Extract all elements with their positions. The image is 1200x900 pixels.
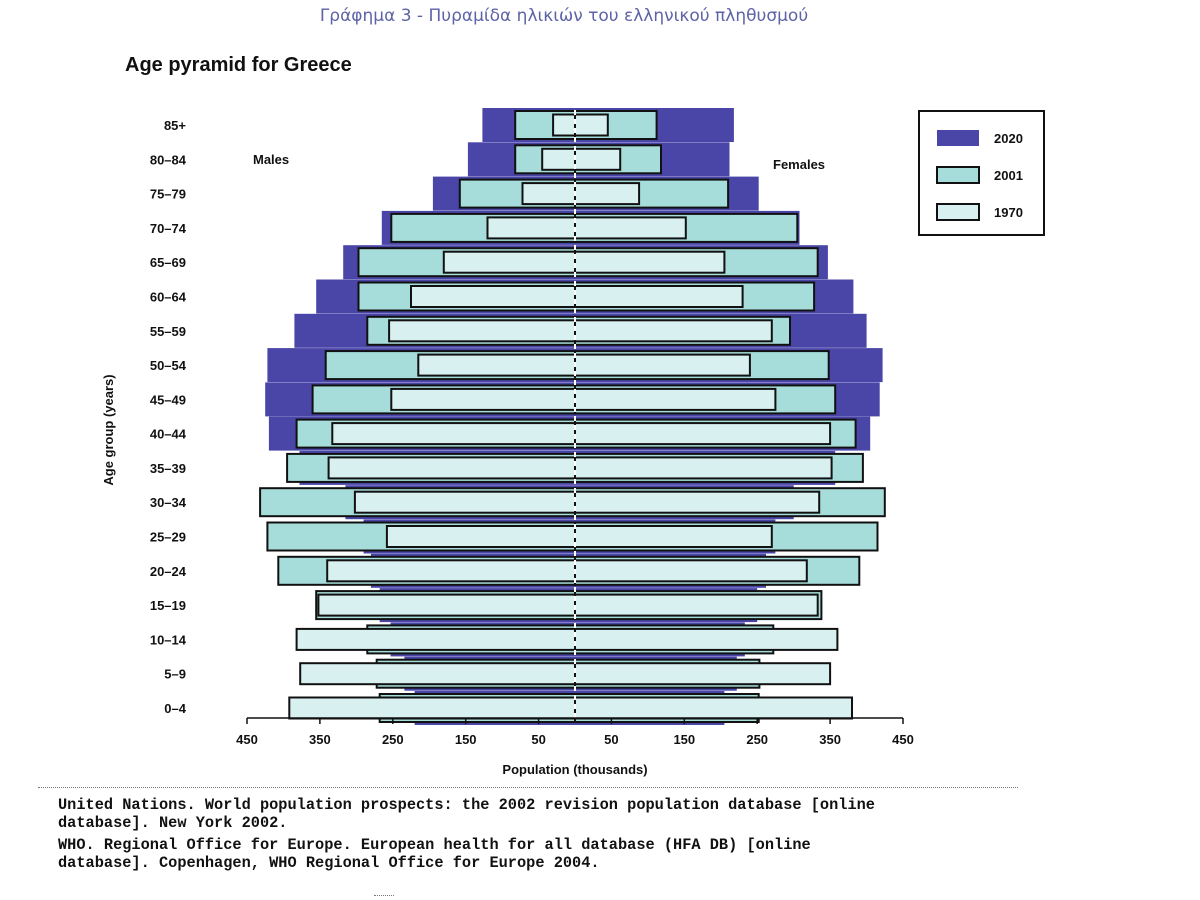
x-axis-label: Population (thousands): [502, 762, 647, 777]
males-label: Males: [253, 152, 289, 167]
reference-who: WHO. Regional Office for Europe. Europea…: [58, 836, 811, 872]
bar-1970-males-85+: [552, 113, 576, 137]
y-tick-label: 55–59: [150, 324, 186, 339]
bar-1970-males-10–14: [295, 627, 576, 651]
bar-1970-males-15–19: [317, 593, 576, 617]
y-tick-label: 15–19: [150, 598, 186, 613]
bar-1970-males-0–4: [288, 696, 576, 720]
legend-swatch-1970: [936, 203, 980, 221]
x-tick-label: 150: [455, 732, 477, 747]
bar-1970-females-60–64: [574, 285, 744, 308]
legend: 2020 2001 1970: [918, 110, 1045, 236]
footer-dots: [374, 895, 394, 896]
bar-1970-females-0–4: [574, 696, 853, 720]
y-tick-label: 65–69: [150, 255, 186, 270]
y-tick-label: 75–79: [150, 187, 186, 202]
females-label: Females: [773, 157, 825, 172]
legend-label-2020: 2020: [994, 131, 1023, 146]
bar-1970-females-30–34: [574, 490, 821, 514]
divider: [38, 787, 1018, 788]
legend-label-2001: 2001: [994, 168, 1023, 183]
x-tick-label: 350: [819, 732, 841, 747]
bar-1970-males-20–24: [326, 559, 577, 583]
series-1970-bars: [288, 113, 853, 720]
x-tick-label: 450: [892, 732, 914, 747]
bar-1970-males-60–64: [410, 285, 576, 308]
y-tick-label: 70–74: [150, 221, 187, 236]
x-tick-label: 250: [382, 732, 404, 747]
bar-1970-females-20–24: [574, 559, 808, 583]
x-tick-label: 250: [746, 732, 768, 747]
legend-swatch-2020: [937, 130, 979, 146]
reference-un: United Nations. World population prospec…: [58, 796, 875, 832]
y-tick-label: 60–64: [150, 290, 187, 305]
bar-1970-males-65–69: [442, 250, 576, 274]
bar-1970-females-15–19: [574, 593, 819, 617]
y-tick-label: 5–9: [164, 667, 186, 682]
bar-1970-males-50–54: [417, 353, 576, 377]
bar-1970-females-5–9: [574, 662, 832, 686]
x-tick-label: 50: [531, 732, 545, 747]
bar-1970-females-45–49: [574, 387, 777, 411]
bar-1970-males-70–74: [486, 216, 576, 240]
bar-1970-females-40–44: [574, 422, 832, 446]
bar-1970-females-70–74: [574, 216, 687, 240]
bar-1970-females-65–69: [574, 250, 726, 274]
bar-1970-females-55–59: [574, 319, 773, 343]
bar-1970-males-5–9: [299, 662, 576, 686]
y-tick-label: 10–14: [150, 632, 187, 647]
bar-1970-females-35–39: [574, 456, 833, 480]
bar-1970-males-40–44: [331, 422, 576, 446]
y-tick-label: 35–39: [150, 461, 186, 476]
y-tick-label: 30–34: [150, 495, 187, 510]
y-tick-label: 50–54: [150, 358, 187, 373]
y-axis-tick-labels: 85+ 80–84 75–79 70–74 65–69 60–64 55–59 50–54 45…: [150, 118, 187, 716]
y-tick-label: 45–49: [150, 392, 186, 407]
bar-1970-males-55–59: [388, 319, 576, 343]
y-tick-label: 80–84: [150, 152, 187, 167]
legend-label-1970: 1970: [994, 205, 1023, 220]
y-tick-label: 25–29: [150, 530, 186, 545]
y-tick-label: 20–24: [150, 564, 187, 579]
bar-1970-males-80–84: [541, 147, 577, 171]
chart-title: Age pyramid for Greece: [125, 54, 352, 76]
bar-1970-males-30–34: [353, 490, 576, 514]
x-tick-label: 350: [309, 732, 331, 747]
bar-1970-females-50–54: [574, 353, 751, 377]
bar-1970-females-25–29: [574, 525, 773, 548]
y-tick-label: 85+: [164, 118, 186, 133]
bar-1970-females-80–84: [574, 147, 622, 171]
bar-1970-females-10–14: [574, 627, 839, 651]
bar-1970-females-85+: [574, 113, 609, 137]
bar-1970-males-35–39: [327, 456, 576, 480]
x-tick-label: 450: [236, 732, 258, 747]
x-tick-label: 50: [604, 732, 618, 747]
legend-swatch-2001: [936, 166, 980, 184]
y-tick-label: 0–4: [164, 701, 186, 716]
bar-1970-males-45–49: [390, 387, 576, 411]
figure-caption: Γράφημα 3 - Πυραμίδα ηλικιών του ελληνικ…: [319, 6, 809, 26]
bar-1970-females-75–79: [574, 182, 641, 206]
bar-1970-males-75–79: [521, 182, 576, 206]
x-axis-ticks: 450 350 250 150 50 50 150 250 350 450: [236, 718, 914, 747]
x-tick-label: 150: [673, 732, 695, 747]
y-axis-label: Age group (years): [101, 374, 116, 485]
y-tick-label: 40–44: [150, 427, 187, 442]
bar-1970-males-25–29: [385, 525, 576, 548]
